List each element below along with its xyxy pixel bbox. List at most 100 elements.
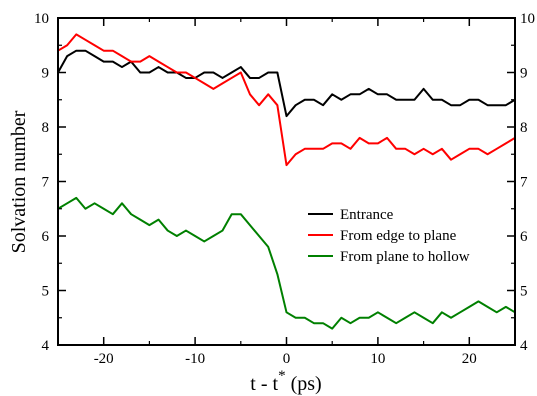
y-axis-title: Solvation number: [8, 110, 30, 253]
series-point-2: [258, 104, 260, 106]
series-point-2: [176, 71, 178, 74]
series-point-2: [157, 60, 160, 63]
series-point-1: [349, 93, 352, 96]
series-point-2: [431, 153, 434, 155]
series-point-1: [148, 71, 151, 74]
series-point-1: [102, 60, 105, 63]
series-point-3: [413, 311, 416, 314]
legend: Entrance From edge to plane From plane to …: [308, 207, 470, 265]
series-point-1: [230, 71, 233, 74]
series-point-3: [349, 322, 352, 324]
series-point-2: [340, 142, 343, 145]
series-point-3: [486, 306, 489, 308]
series-point-3: [194, 235, 196, 237]
series-point-2: [477, 148, 480, 150]
series-point-1: [404, 99, 407, 101]
series-point-1: [267, 71, 269, 74]
series-point-2: [441, 148, 443, 150]
series-point-1: [395, 99, 397, 101]
y-tick-label-left: 7: [42, 175, 50, 191]
series-point-3: [450, 317, 452, 319]
series-point-2: [240, 71, 242, 74]
series-point-1: [441, 99, 443, 101]
series-point-1: [75, 49, 78, 52]
series-point-2: [194, 77, 196, 79]
series-point-1: [322, 104, 324, 106]
series-point-2: [166, 66, 169, 68]
series-point-2: [276, 104, 279, 106]
series-point-1: [450, 104, 452, 106]
series-point-1: [304, 99, 306, 101]
series-point-2: [285, 164, 288, 166]
series-point-1: [212, 71, 215, 74]
series-point-1: [331, 93, 333, 96]
y-tick-label-right: 4: [520, 338, 528, 354]
series-point-3: [157, 218, 160, 221]
y-tick-label-left: 9: [42, 66, 50, 82]
series-point-2: [331, 142, 333, 145]
series-point-2: [404, 148, 407, 150]
series-point-1: [139, 71, 142, 74]
x-tick-label: 0: [283, 351, 291, 367]
series-point-3: [66, 202, 68, 205]
series-point-1: [377, 93, 379, 96]
series-point-2: [304, 148, 306, 150]
x-tick-label: 20: [462, 351, 477, 367]
series-point-2: [139, 60, 142, 63]
series-point-3: [358, 317, 361, 319]
x-tick-label: 10: [370, 351, 385, 367]
series-point-1: [358, 93, 361, 96]
series-point-3: [258, 235, 260, 237]
series-point-2: [395, 148, 397, 150]
series-point-2: [148, 55, 151, 57]
series-point-3: [340, 317, 343, 319]
series-point-2: [313, 148, 315, 150]
series-point-3: [249, 224, 251, 226]
y-tick-label-left: 6: [42, 229, 50, 245]
x-tick-label: -20: [94, 351, 114, 367]
y-tick-label-right: 7: [520, 175, 528, 191]
y-tick-label-right: 5: [520, 284, 528, 300]
series-point-3: [404, 317, 407, 319]
series-point-2: [459, 153, 461, 155]
series-point-2: [84, 39, 87, 41]
series-point-1: [157, 66, 160, 68]
series-point-2: [322, 148, 324, 150]
series-point-2: [486, 153, 489, 155]
series-point-1: [121, 66, 123, 68]
series-point-3: [495, 311, 498, 314]
series-point-3: [459, 311, 461, 314]
series-point-3: [267, 246, 269, 248]
series-point-1: [93, 55, 96, 57]
series-point-2: [505, 142, 507, 145]
series-point-1: [221, 77, 224, 79]
y-tick-label-left: 4: [42, 338, 50, 354]
series-point-1: [294, 104, 297, 106]
series-point-3: [313, 322, 315, 324]
series-point-2: [212, 88, 215, 90]
series-point-1: [413, 99, 416, 101]
series-point-3: [240, 213, 242, 215]
series-point-1: [285, 115, 288, 117]
series-point-2: [130, 60, 132, 63]
series-point-3: [294, 317, 297, 319]
series-point-2: [75, 33, 78, 36]
series-point-3: [422, 317, 425, 319]
series-point-3: [285, 311, 288, 314]
series-point-1: [66, 55, 68, 57]
series-point-3: [203, 240, 205, 243]
series-point-1: [477, 99, 480, 101]
legend-label-1: Entrance: [340, 207, 394, 223]
x-axis-title-text: t - t* (ps): [250, 368, 321, 395]
series-point-1: [240, 66, 242, 68]
series-point-2: [358, 137, 361, 139]
series-point-3: [505, 306, 507, 308]
series-point-2: [267, 93, 269, 96]
series-point-2: [93, 44, 96, 46]
series-point-2: [349, 148, 352, 150]
y-tick-label-right: 8: [520, 120, 528, 136]
x-axis-title: t - t* (ps): [250, 368, 321, 395]
series-point-2: [112, 49, 114, 52]
